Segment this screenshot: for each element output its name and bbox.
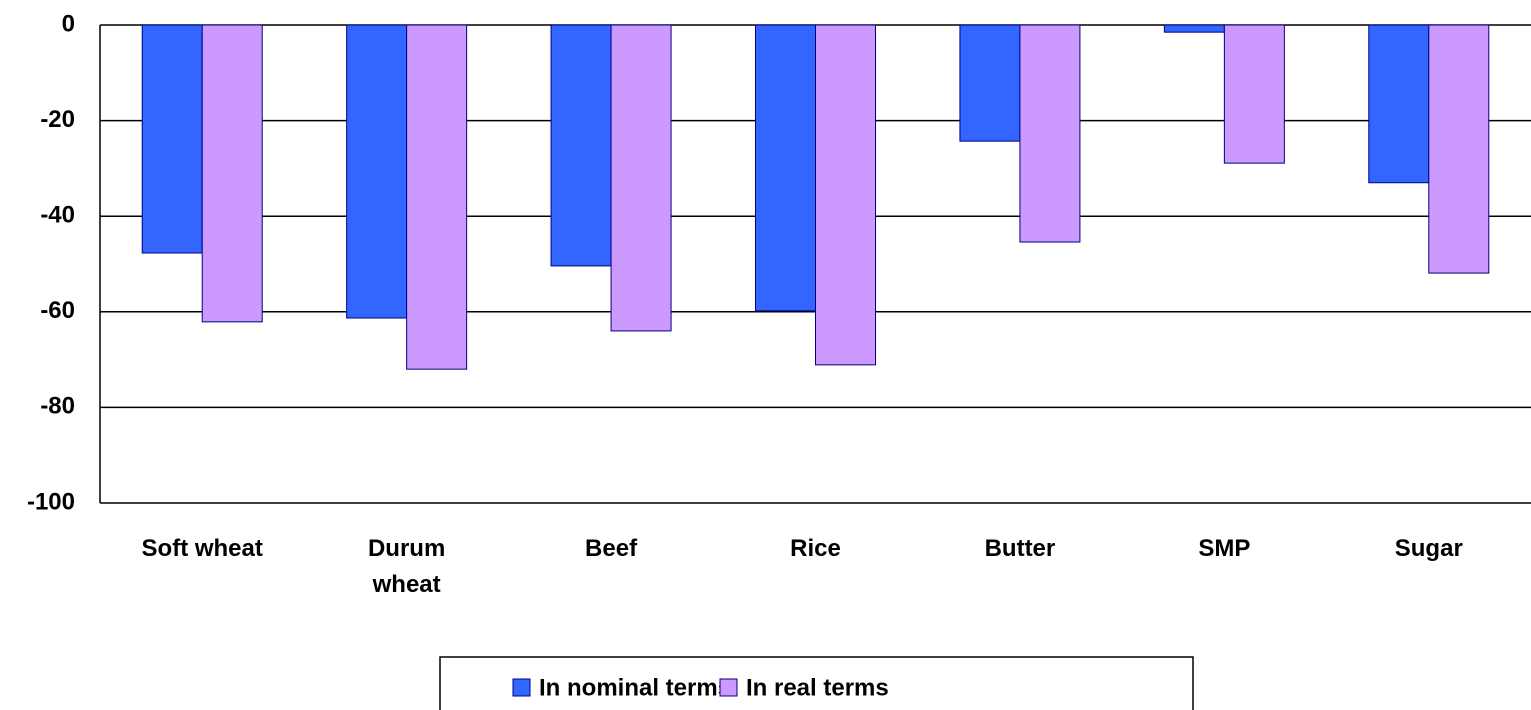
bar — [346, 24, 408, 319]
x-tick-label: Butter — [984, 535, 1056, 562]
bar — [959, 24, 1021, 142]
bar — [815, 24, 876, 366]
bar — [141, 24, 203, 254]
x-tick-label: SMP — [1198, 535, 1251, 562]
x-tick-label: Rice — [790, 535, 841, 562]
legend-label: In nominal terms — [539, 674, 731, 701]
bar — [201, 24, 263, 323]
y-tick-label: -80 — [40, 393, 75, 420]
legend-swatch — [719, 678, 738, 697]
bar — [610, 24, 672, 332]
bar — [1368, 24, 1430, 184]
legend-label: In real terms — [746, 674, 889, 701]
bar — [755, 24, 816, 312]
bar — [1223, 24, 1285, 164]
legend-box — [439, 656, 1194, 710]
bar — [1163, 24, 1225, 33]
bar — [1428, 24, 1490, 274]
legend-swatch — [512, 678, 531, 697]
x-tick-label: Sugar — [1394, 535, 1463, 562]
y-tick-label: -100 — [27, 488, 75, 515]
y-tick-label: -20 — [40, 106, 75, 133]
x-tick-label: Durum wheat — [367, 535, 446, 598]
y-tick-label: -60 — [40, 297, 75, 324]
x-tick-label: Soft wheat — [141, 535, 263, 562]
y-tick-label: 0 — [62, 10, 75, 37]
bar — [550, 24, 612, 267]
x-tick-label: Beef — [585, 535, 638, 562]
bar — [406, 24, 468, 370]
y-tick-label: -40 — [40, 202, 75, 229]
bar — [1019, 24, 1081, 243]
